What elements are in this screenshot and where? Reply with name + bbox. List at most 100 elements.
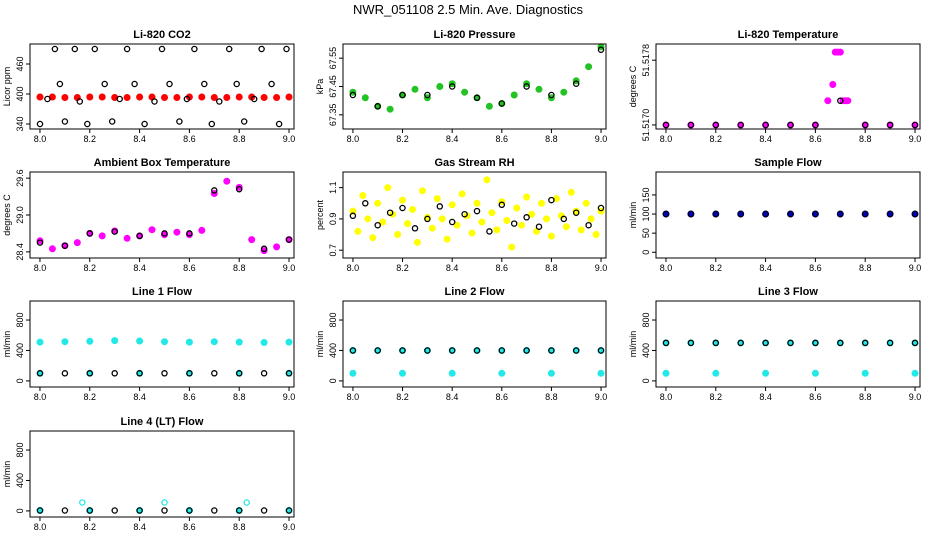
line2-line2_low-point-3: [498, 369, 506, 377]
pressure-pressure_avg-point-9: [572, 80, 580, 87]
line1-xtick-label-1: 8.2: [84, 392, 97, 402]
pressure-xtick-label-0: 8.0: [347, 134, 360, 144]
sample_flow-sample_flow_avg-point-0: [662, 210, 670, 218]
line1-xtick-label-2: 8.4: [133, 392, 146, 402]
line1-ylabel: ml/min: [2, 331, 12, 358]
rh-rh_points-point-22: [458, 190, 466, 198]
line3-plot-frame: [655, 300, 921, 388]
rh-rh_points-point-17: [433, 195, 441, 203]
sample_flow-sample_flow_avg-point-8: [861, 210, 869, 218]
rh-rh_points-point-40: [547, 232, 555, 240]
rh-rh_avg-point-2: [374, 221, 381, 229]
line2-ytick-label-0: 0: [328, 378, 338, 383]
line3-ytick-label-1: 400: [641, 343, 651, 358]
co2-co2_avg-point-13: [198, 93, 206, 101]
line4-xtick-label-0: 8.0: [34, 522, 47, 532]
co2-co2_points-point-25: [233, 80, 240, 88]
co2-co2_points-point-7: [84, 120, 91, 128]
co2-co2_points-point-14: [141, 120, 148, 128]
co2-co2_points-point-11: [116, 95, 123, 103]
temperature-temp_points-point-8: [829, 81, 837, 89]
temperature-xtick-label-1: 8.2: [710, 134, 723, 144]
rh-rh_points-point-19: [443, 235, 451, 243]
panel-line4: Line 4 (LT) Flow 8.0 8.2 8.4 8.6 8.8 9.0 0 400 80…: [2, 416, 295, 532]
rh-rh_points-point-44: [567, 188, 575, 196]
pressure-xtick-label-1: 8.2: [396, 134, 409, 144]
line4-line4_avg-point-9: [260, 507, 268, 514]
line3-xtick-label-2: 8.4: [759, 392, 772, 402]
line1-line1_high-point-0: [36, 338, 44, 346]
pressure-xtick-label-5: 9.0: [595, 134, 608, 144]
temperature-xtick-label-3: 8.6: [809, 134, 822, 144]
ambient-ylabel: degrees C: [2, 194, 12, 236]
rh-rh_points-point-43: [562, 223, 570, 231]
sample_flow-sample_flow_avg-point-9: [886, 210, 894, 218]
line1-line1_high-point-5: [161, 338, 169, 346]
rh-rh_points-point-14: [418, 187, 426, 195]
rh-rh_avg-point-1: [362, 200, 369, 207]
ambient-ambient_points-point-17: [248, 236, 256, 244]
line3-xtick-label-0: 8.0: [660, 392, 673, 402]
co2-title: Li-820 CO2: [133, 29, 190, 41]
rh-rh_points-point-34: [518, 221, 526, 229]
co2-co2_points-point-21: [201, 80, 208, 88]
co2-co2_points-point-27: [250, 95, 258, 103]
sample_flow-ylabel: ml/min: [628, 202, 638, 229]
line2-line2_avg-point-7: [523, 347, 530, 354]
temperature-title: Li-820 Temperature: [738, 29, 839, 41]
ambient-ambient_points-point-13: [198, 226, 206, 234]
co2-ytick-label-1: 400: [15, 86, 25, 101]
rh-rh_avg-point-6: [424, 215, 431, 223]
line2-line2_avg-point-5: [473, 347, 481, 354]
ambient-ambient_points-point-18: [260, 247, 268, 255]
line1-ytick-label-2: 800: [15, 313, 25, 328]
line3-line3_avg-point-2: [712, 339, 720, 347]
co2-co2_avg-point-19: [273, 94, 281, 102]
line3-line3_avg-point-5: [787, 339, 794, 347]
ambient-ambient_points-point-11: [173, 228, 181, 236]
line4-xtick-label-2: 8.4: [133, 522, 146, 532]
line4-title: Line 4 (LT) Flow: [121, 416, 204, 428]
co2-co2_points-point-26: [240, 118, 248, 125]
panel-temperature: Li-820 Temperature 8.0 8.2 8.4 8.6 8.8 9.0 51.5…: [628, 29, 921, 144]
rh-rh_points-point-1: [354, 227, 362, 235]
pressure-pressure_avg-point-2: [399, 91, 406, 99]
rh-rh_points-point-29: [493, 226, 501, 234]
ambient-xtick-label-1: 8.2: [84, 263, 97, 273]
panel-rh: Gas Stream RH 8.0 8.2 8.4 8.6 8.8 9.0 0.7 0.9 1.1…: [315, 157, 607, 273]
temperature-temp_avg-point-8: [861, 121, 869, 129]
line1-line1_avg-point-8: [235, 370, 243, 377]
ambient-ambient_avg-point-6: [186, 230, 193, 237]
sample_flow-ytick-label-3: 150: [641, 187, 651, 202]
ambient-ambient_avg-point-2: [86, 230, 94, 237]
pressure-pressure_avg-point-6: [498, 100, 506, 107]
rh-xtick-label-0: 8.0: [347, 263, 360, 273]
rh-ytick-label-1: 0.9: [328, 213, 338, 226]
line1-line1_high-point-9: [260, 338, 268, 346]
rh-rh_points-point-11: [403, 220, 411, 228]
line2-line2_avg-point-4: [448, 347, 456, 354]
ambient-ytick-label-2: 29.6: [15, 169, 25, 187]
line2-line2_avg-point-6: [498, 347, 506, 354]
ambient-ambient_points-point-0: [36, 237, 44, 245]
line4-line4_spikes-point-0: [79, 499, 86, 506]
panels-container: Li-820 CO2 8.0 8.2 8.4 8.6 8.8 9.0 340 400 460Lic…: [2, 29, 921, 532]
line3-line3_avg-point-1: [687, 339, 695, 347]
line1-plot-frame: [29, 300, 295, 388]
ambient-xtick-label-3: 8.6: [183, 263, 196, 273]
rh-rh_points-point-25: [473, 199, 481, 207]
co2-co2_points-point-13: [131, 80, 138, 88]
sample_flow-title: Sample Flow: [754, 157, 822, 169]
rh-title: Gas Stream RH: [434, 157, 514, 169]
ambient-ambient_points-point-12: [185, 231, 193, 239]
co2-xtick-label-5: 9.0: [283, 134, 296, 144]
co2-co2_points-point-20: [191, 45, 198, 53]
co2-ylabel: Licor ppm: [2, 67, 12, 107]
temperature-temp_avg-point-3: [737, 121, 744, 129]
sample_flow-ytick-label-2: 100: [641, 207, 651, 222]
ambient-plot-frame: [29, 171, 295, 259]
pressure-pressure_avg-point-10: [597, 46, 605, 53]
line1-line1_high-point-4: [136, 337, 144, 345]
line3-line3_avg-point-10: [911, 339, 919, 347]
